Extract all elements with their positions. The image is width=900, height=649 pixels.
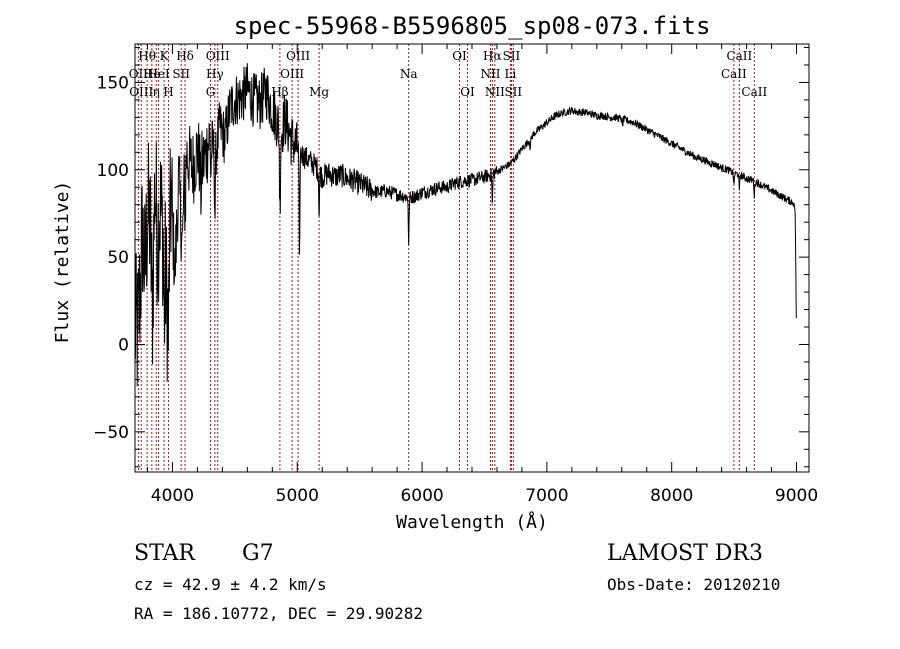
spectral-line-label: Mg <box>309 85 329 99</box>
y-axis-ticks: −50 0 50 100 150 <box>93 46 809 468</box>
spectral-line-label: HeI <box>147 67 170 81</box>
spectral-line-label: NII <box>485 85 505 99</box>
spectral-line-label: CaII <box>741 85 767 99</box>
redshift-readout: cz = 42.9 ± 4.2 km/s <box>134 575 327 594</box>
y-tick-label: −50 <box>93 423 129 443</box>
x-tick-label: 5000 <box>276 486 319 506</box>
y-tick-label: 50 <box>107 248 129 268</box>
coordinates-readout: RA = 186.10772, DEC = 29.90282 <box>134 604 423 623</box>
y-axis-label: Flux (relative) <box>52 181 73 344</box>
y-tick-label: 150 <box>97 73 129 93</box>
spectral-line-label: Li <box>505 67 517 81</box>
spectral-line-label: SII <box>172 67 190 81</box>
spectral-line-label: OIII <box>129 85 153 99</box>
chart-title: spec-55968-B5596805_sp08-073.fits <box>234 12 711 40</box>
spectral-line-label: CaII <box>726 49 752 63</box>
x-axis-ticks: 4000 5000 6000 7000 8000 9000 <box>146 44 818 506</box>
spectral-line-label: K <box>160 49 170 63</box>
spectral-line-label: Hα <box>483 49 502 63</box>
spectral-line-label: OIII <box>280 67 304 81</box>
spectral-line-label: Hθ <box>138 49 156 63</box>
spectral-line-label: SII <box>504 85 522 99</box>
spectral-line-label: NII <box>480 67 500 81</box>
spectral-line-label: He <box>143 67 161 81</box>
spectrum-line <box>134 63 797 387</box>
observation-date: Obs-Date: 20120210 <box>607 575 780 594</box>
object-class: STAR <box>134 541 196 566</box>
survey-name: LAMOST DR3 <box>607 541 763 566</box>
spectral-line-label: SII <box>503 49 521 63</box>
spectral-line-label: Hγ <box>206 67 224 81</box>
x-axis-label: Wavelength (Å) <box>396 511 548 533</box>
x-tick-label: 4000 <box>151 486 194 506</box>
spectral-line-label: G <box>206 85 216 99</box>
spectral-line-label: η <box>153 85 160 99</box>
spectral-line-label: OI <box>460 85 475 99</box>
spectral-line-label: OII <box>129 67 149 81</box>
x-tick-label: 7000 <box>525 486 568 506</box>
x-tick-label: 6000 <box>400 486 443 506</box>
x-tick-label: 9000 <box>775 486 818 506</box>
spectral-line-label: OIII <box>286 49 310 63</box>
spectral-line-label: H <box>163 85 173 99</box>
spectral-line-label: OI <box>452 49 467 63</box>
spectral-line-label: CaII <box>721 67 747 81</box>
spectral-line-label: Hδ <box>176 49 194 63</box>
y-tick-label: 0 <box>118 335 129 355</box>
spectral-line-label: OIII <box>206 49 230 63</box>
x-tick-label: 8000 <box>650 486 693 506</box>
object-subclass: G7 <box>242 541 274 566</box>
spectral-line-label: Na <box>400 67 418 81</box>
y-tick-label: 100 <box>97 161 129 181</box>
